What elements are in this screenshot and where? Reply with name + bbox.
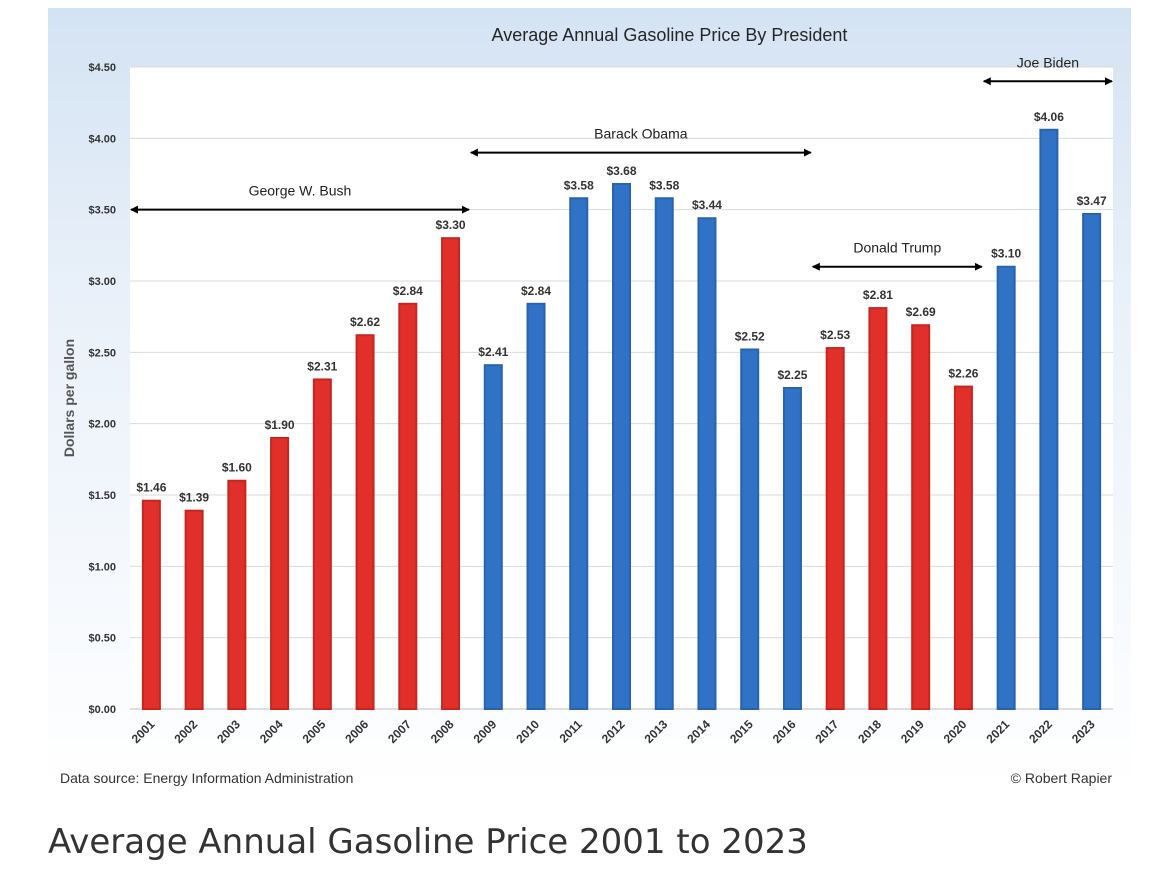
data-label: $2.69 <box>906 305 936 319</box>
bar-2021 <box>996 265 1016 710</box>
bar-2018 <box>868 307 888 710</box>
x-tick-label: 2014 <box>684 717 713 746</box>
data-label: $1.90 <box>265 418 295 432</box>
bar-2022 <box>1039 128 1059 711</box>
bar-2007 <box>398 302 418 710</box>
x-tick-label: 2009 <box>471 717 500 746</box>
x-tick-label: 2021 <box>983 717 1012 746</box>
x-tick-label: 2019 <box>898 717 927 746</box>
y-axis-label: Dollars per gallon <box>61 339 77 457</box>
y-tick-label: $4.00 <box>88 133 116 145</box>
bar-2014 <box>697 217 717 711</box>
x-tick-label: 2018 <box>855 717 884 746</box>
bar-2006 <box>355 334 375 710</box>
x-tick-label: 2007 <box>385 717 414 746</box>
bar-2001 <box>141 499 161 710</box>
bar-chart: $0.00 $0.50 $1.00 $1.50 $2.00 $2.50 $3.00 $3.50… <box>60 25 1113 786</box>
x-tick-label: 2017 <box>813 717 842 746</box>
data-label: $2.84 <box>393 284 423 298</box>
data-label: $2.81 <box>863 288 893 302</box>
president-label: Barack Obama <box>594 126 688 142</box>
x-tick-label: 2010 <box>513 717 542 746</box>
bar-2019 <box>911 324 931 710</box>
bar-2002 <box>184 509 204 710</box>
y-tick-label: $2.00 <box>88 419 116 431</box>
chart-title: Average Annual Gasoline Price By Preside… <box>492 25 848 45</box>
bar-2017 <box>825 347 845 710</box>
x-tick-label: 2006 <box>342 717 371 746</box>
bar-2009 <box>483 364 503 710</box>
data-label: $3.68 <box>606 164 636 178</box>
bar-2010 <box>526 302 546 710</box>
data-label: $3.44 <box>692 198 722 212</box>
data-label: $2.52 <box>735 329 765 343</box>
x-tick-label: 2016 <box>770 717 799 746</box>
data-label: $3.58 <box>564 178 594 192</box>
x-tick-label: 2008 <box>428 717 457 746</box>
figure-caption: Average Annual Gasoline Price 2001 to 20… <box>48 822 808 862</box>
data-label: $2.25 <box>777 368 807 382</box>
data-label: $2.84 <box>521 284 551 298</box>
bar-2020 <box>953 385 973 710</box>
y-tick-label: $3.00 <box>88 276 116 288</box>
bar-2013 <box>654 197 674 710</box>
data-label: $2.62 <box>350 315 380 329</box>
president-label: Donald Trump <box>853 240 941 256</box>
y-tick-label: $1.00 <box>88 561 116 573</box>
data-label: $3.30 <box>436 218 466 232</box>
data-label: $2.41 <box>478 345 508 359</box>
bar-2016 <box>782 387 802 710</box>
data-label: $3.47 <box>1077 194 1107 208</box>
chart-figure: $0.00 $0.50 $1.00 $1.50 $2.00 $2.50 $3.00 $3.50… <box>48 8 1131 792</box>
y-tick-label: $4.50 <box>88 62 116 74</box>
bar-2012 <box>612 182 631 710</box>
bar-2005 <box>312 378 332 710</box>
y-tick-label: $0.00 <box>88 704 116 716</box>
x-tick-label: 2003 <box>214 717 243 746</box>
x-tick-label: 2004 <box>257 717 286 746</box>
y-tick-label: $0.50 <box>88 633 116 645</box>
x-tick-label: 2011 <box>557 717 586 746</box>
president-label: Joe Biden <box>1017 54 1079 70</box>
y-tick-label: $1.50 <box>88 490 116 502</box>
x-tick-label: 2022 <box>1026 717 1055 746</box>
data-label: $3.58 <box>649 178 679 192</box>
data-label: $1.46 <box>136 481 166 495</box>
bar-2004 <box>270 436 290 710</box>
x-tick-label: 2013 <box>642 717 671 746</box>
x-tick-label: 2001 <box>129 717 158 746</box>
data-label: $2.53 <box>820 328 850 342</box>
president-label: George W. Bush <box>249 183 352 199</box>
bar-2011 <box>569 197 589 710</box>
data-label: $1.60 <box>222 461 252 475</box>
y-tick-label: $2.50 <box>88 347 116 359</box>
x-tick-label: 2020 <box>941 717 970 746</box>
data-label: $2.31 <box>307 359 337 373</box>
data-label: $3.10 <box>991 247 1021 261</box>
x-tick-label: 2005 <box>300 717 329 746</box>
data-label: $4.06 <box>1034 110 1064 124</box>
bar-2023 <box>1082 212 1102 711</box>
copyright-credit: © Robert Rapier <box>1011 770 1113 786</box>
x-tick-label: 2015 <box>727 717 756 746</box>
x-tick-label: 2012 <box>599 717 628 746</box>
bar-2003 <box>227 479 247 710</box>
data-label: $1.39 <box>179 491 209 505</box>
x-tick-label: 2023 <box>1069 717 1098 746</box>
bar-2015 <box>740 348 760 710</box>
y-tick-label: $3.50 <box>88 205 116 217</box>
x-tick-label: 2002 <box>171 717 200 746</box>
data-label: $2.26 <box>948 367 978 381</box>
data-source-note: Data source: Energy Information Administ… <box>60 770 353 786</box>
bar-2008 <box>441 237 461 710</box>
